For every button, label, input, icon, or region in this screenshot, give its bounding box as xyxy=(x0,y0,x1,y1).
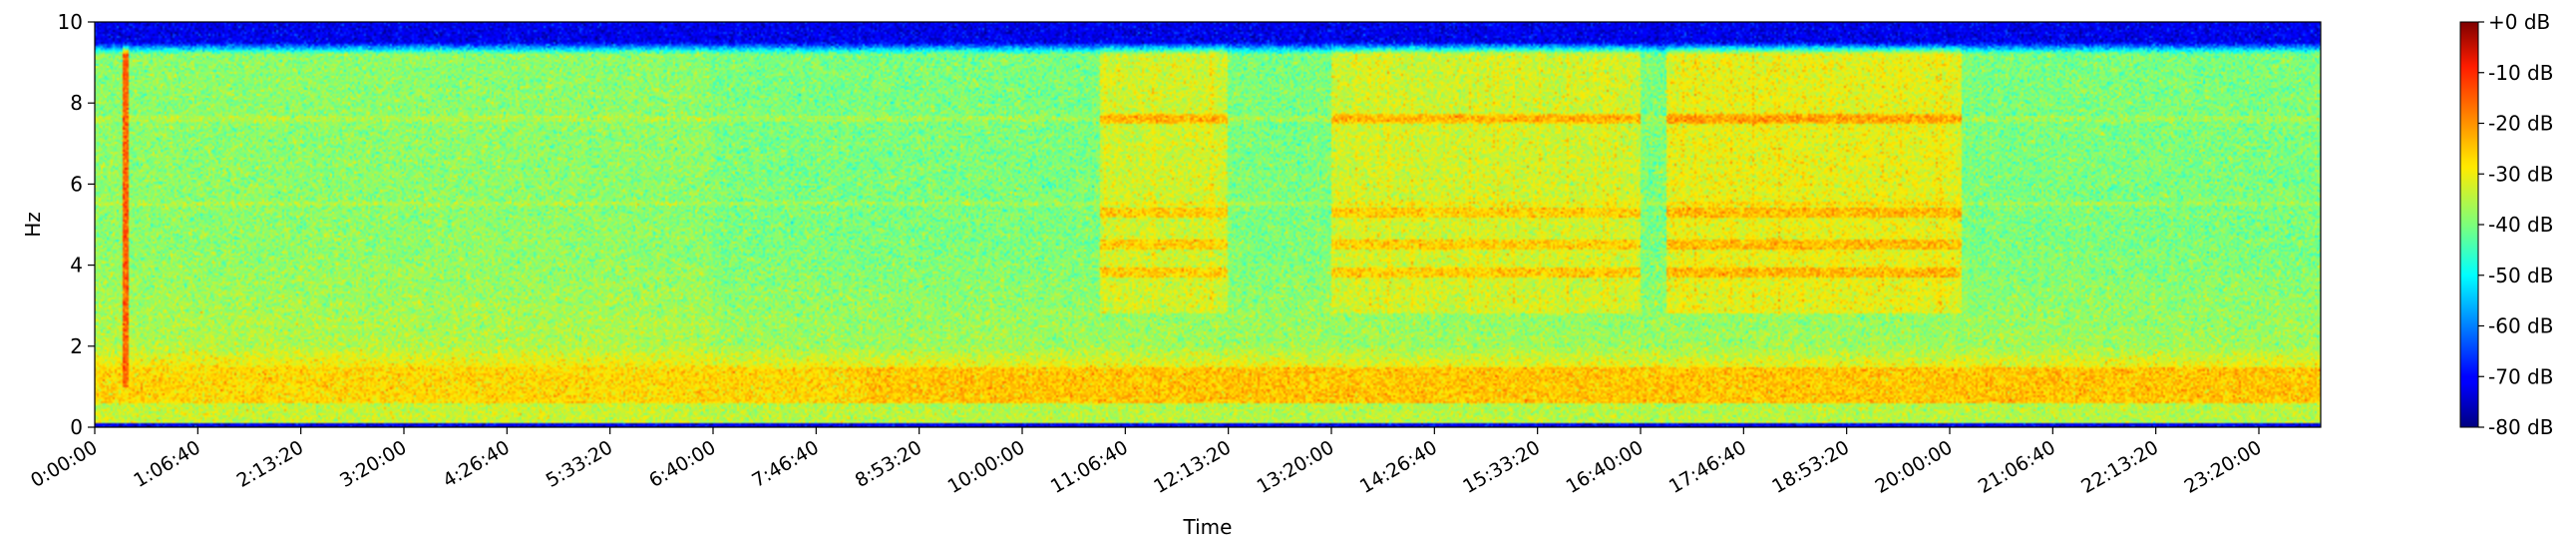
colorbar-tick-label: -60 dB xyxy=(2488,314,2553,338)
x-tick-label: 18:53:20 xyxy=(1768,436,1853,498)
y-tick-label: 0 xyxy=(70,415,83,439)
y-axis-ticks: 0 2 4 6 8 10 xyxy=(58,10,95,439)
x-axis-label: Time xyxy=(1183,515,1233,539)
x-tick-label: 20:00:00 xyxy=(1872,436,1957,498)
x-tick-label: 21:06:40 xyxy=(1975,436,2059,498)
colorbar-tick-label: -50 dB xyxy=(2488,264,2553,287)
x-tick-label: 4:26:40 xyxy=(439,436,513,492)
spectrogram-heatmap xyxy=(95,22,2321,427)
x-tick-label: 8:53:20 xyxy=(852,436,925,492)
x-tick-label: 5:33:20 xyxy=(543,436,616,492)
colorbar-tick-label: -80 dB xyxy=(2488,415,2553,439)
x-tick-label: 15:33:20 xyxy=(1459,436,1544,498)
y-tick-label: 6 xyxy=(70,172,83,196)
colorbar-tick-label: -40 dB xyxy=(2488,213,2553,237)
plot-area xyxy=(95,22,2321,427)
x-tick-label: 11:06:40 xyxy=(1047,436,1132,498)
x-tick-label: 23:20:00 xyxy=(2181,436,2266,498)
colorbar-gradient xyxy=(2460,22,2478,427)
y-axis-label: Hz xyxy=(21,212,45,238)
x-tick-label: 16:40:00 xyxy=(1563,436,1648,498)
x-tick-label: 7:46:40 xyxy=(748,436,822,492)
x-tick-label: 12:13:20 xyxy=(1150,436,1235,498)
x-tick-label: 13:20:00 xyxy=(1254,436,1338,498)
colorbar: +0 dB -10 dB -20 dB -30 dB -40 dB -50 dB -60 d… xyxy=(2460,10,2553,439)
x-tick-label: 17:46:40 xyxy=(1665,436,1750,498)
x-tick-label: 6:40:00 xyxy=(645,436,719,492)
colorbar-tick-label: +0 dB xyxy=(2488,10,2550,34)
colorbar-ticks: +0 dB -10 dB -20 dB -30 dB -40 dB -50 dB -60 d… xyxy=(2478,10,2553,439)
colorbar-tick-label: -10 dB xyxy=(2488,61,2553,85)
y-tick-label: 10 xyxy=(58,10,83,34)
x-axis-ticks: 0:00:00 1:06:40 2:13:20 3:20:00 4:26:40 5:33:… xyxy=(27,427,2265,498)
y-tick-label: 4 xyxy=(70,254,83,277)
y-tick-label: 8 xyxy=(70,91,83,115)
x-tick-label: 22:13:20 xyxy=(2077,436,2162,498)
x-tick-label: 3:20:00 xyxy=(336,436,410,492)
y-tick-label: 2 xyxy=(70,334,83,358)
x-tick-label: 1:06:40 xyxy=(130,436,203,492)
x-tick-label: 2:13:20 xyxy=(233,436,307,492)
x-tick-label: 0:00:00 xyxy=(27,436,101,492)
colorbar-tick-label: -30 dB xyxy=(2488,162,2553,186)
x-tick-label: 14:26:40 xyxy=(1356,436,1441,498)
colorbar-tick-label: -20 dB xyxy=(2488,112,2553,136)
colorbar-tick-label: -70 dB xyxy=(2488,364,2553,388)
x-tick-label: 10:00:00 xyxy=(944,436,1029,498)
